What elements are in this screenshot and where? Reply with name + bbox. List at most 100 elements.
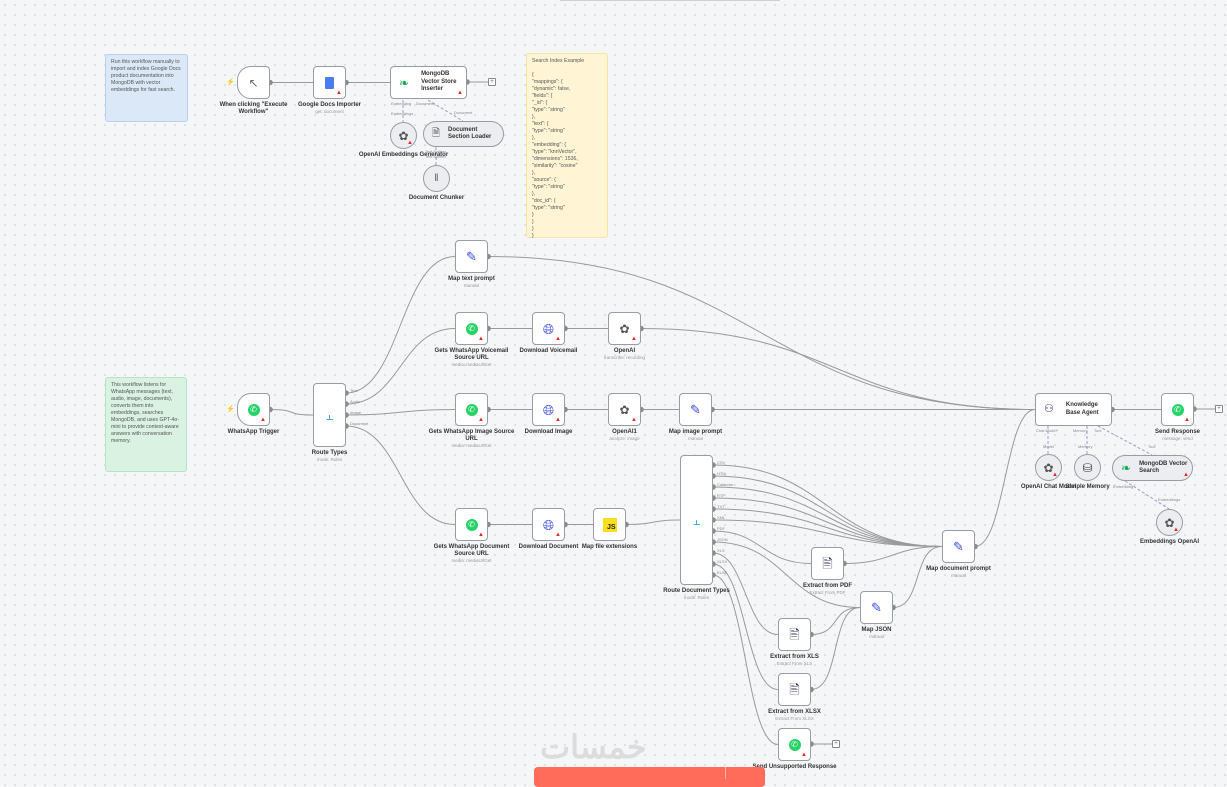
port-label: Embeddings xyxy=(391,111,414,116)
whatsapp-icon: ✆ xyxy=(465,518,478,531)
connection-edge xyxy=(712,552,779,635)
output-label: RTF xyxy=(717,493,725,498)
node-label: Extract from XLSX Extract From XLSX xyxy=(750,709,840,722)
node-label: Download Voicemail xyxy=(504,348,594,355)
node-memory[interactable]: ⛁ xyxy=(1074,454,1101,481)
node-chunker[interactable]: ‖ xyxy=(423,165,450,192)
node-title: OpenAI xyxy=(613,348,636,354)
node-route[interactable]: ⫠ xyxy=(313,383,346,447)
sticky-import-note[interactable]: Run this workflow manually to import and… xyxy=(105,54,188,122)
node-mongo-search[interactable]: ❧ ▲ MongoDB Vector Search xyxy=(1112,455,1193,481)
node-map-json[interactable]: ✎ xyxy=(860,591,893,624)
node-label: Gets WhatsApp Image Source URL media: med… xyxy=(427,429,517,449)
node-title: Send Response xyxy=(1154,429,1200,435)
node-dl-voice[interactable]: 🌐︎ ▲ xyxy=(532,312,565,345)
sub-connection-edge xyxy=(1097,425,1153,456)
warning-icon: ▲ xyxy=(260,417,266,423)
node-map-image[interactable]: ✎ xyxy=(679,393,712,426)
port-label: Model xyxy=(1043,444,1054,449)
add-node-button[interactable]: + xyxy=(488,78,496,86)
node-title: Document Chunker xyxy=(408,195,465,201)
connection-edge xyxy=(269,409,314,416)
node-label: OpenAI transcribe: recording xyxy=(580,348,670,361)
node-title: WhatsApp Trigger xyxy=(227,429,280,435)
warning-icon: ▲ xyxy=(555,336,561,342)
node-gdocs[interactable]: ▲ xyxy=(313,66,346,99)
node-wa-trigger[interactable]: ✆ ▲ xyxy=(237,393,270,426)
connection-edge xyxy=(712,563,779,690)
bottom-action-button[interactable] xyxy=(534,767,765,787)
globe-icon: 🌐︎ xyxy=(542,401,555,418)
node-subtitle: mode: Rules xyxy=(316,457,343,462)
node-title: Map text prompt xyxy=(448,276,495,282)
node-send-unsup[interactable]: ✆ ▲ xyxy=(778,728,811,761)
node-dl-doc[interactable]: 🌐︎ ▲ xyxy=(532,508,565,541)
port-label: Tool xyxy=(1094,428,1102,433)
node-wa-doc[interactable]: ✆ ▲ xyxy=(455,508,488,541)
node-wa-image[interactable]: ✆ ▲ xyxy=(455,393,488,426)
warning-icon: ▲ xyxy=(336,90,342,96)
connection-edge xyxy=(974,409,1036,547)
node-title: Send Unsupported Response xyxy=(752,764,837,770)
node-ext-pdf[interactable]: 🖹︎ xyxy=(811,547,844,580)
sub-connection-edge xyxy=(427,99,464,122)
connection-edge xyxy=(712,475,943,547)
javascript-icon: JS xyxy=(602,517,617,532)
node-wa-voice[interactable]: ✆ ▲ xyxy=(455,312,488,345)
node-title: Route Types xyxy=(311,450,348,456)
node-label: MongoDB Vector Store Inserter xyxy=(421,71,457,93)
node-label: Embeddings OpenAI xyxy=(1125,539,1215,546)
sticky-index-note[interactable]: Search Index Example { "mappings": { "dy… xyxy=(526,53,608,239)
pencil-icon: ✎ xyxy=(466,249,477,264)
node-emb-gen[interactable]: ✿ ▲ xyxy=(390,122,417,149)
add-node-button[interactable]: + xyxy=(1215,405,1223,413)
node-openai[interactable]: ✿ ▲ xyxy=(608,312,641,345)
sub-connection-edge xyxy=(1124,480,1170,510)
connection-edge xyxy=(345,425,456,525)
output-label: Image xyxy=(350,410,362,415)
node-manual[interactable]: ↖ xyxy=(237,66,270,99)
openai-icon: ✿ xyxy=(619,402,630,417)
node-ext-xlsx[interactable]: 🖹︎ xyxy=(778,673,811,706)
database-icon: ⛁ xyxy=(1082,460,1093,475)
whatsapp-icon: ✆ xyxy=(465,403,478,416)
node-ext-xls[interactable]: 🖹︎ xyxy=(778,618,811,651)
node-send-resp[interactable]: ✆ ▲ xyxy=(1161,393,1194,426)
node-title: Download Image xyxy=(524,429,573,435)
sticky-whatsapp-note[interactable]: This workflow listens for WhatsApp messa… xyxy=(105,377,187,472)
warning-icon: ▲ xyxy=(555,532,561,538)
node-doc-loader[interactable]: 🗎 Document Section Loader xyxy=(423,121,504,147)
output-label: Document xyxy=(350,421,369,426)
signpost-icon: ⫠ xyxy=(692,512,701,528)
node-title: Extract from XLSX xyxy=(768,709,821,715)
node-map-doc[interactable]: ✎ xyxy=(942,530,975,563)
node-map-text[interactable]: ✎ xyxy=(455,240,488,273)
node-label: Send Unsupported Response xyxy=(750,764,840,771)
node-route-doc[interactable]: ⫠ xyxy=(680,455,713,585)
document-icon: 🗎 xyxy=(432,128,441,139)
output-label: Text xyxy=(350,388,358,393)
node-emb-openai[interactable]: ✿ ▲ xyxy=(1156,509,1183,536)
extract-icon: 🖹︎ xyxy=(822,556,833,571)
node-label: Map text prompt manual xyxy=(427,276,517,289)
node-mongo-insert[interactable]: ❧ ▲ MongoDB Vector Store Inserter xyxy=(390,66,467,99)
node-label: Knowledge Base Agent xyxy=(1065,402,1099,416)
warning-icon: ▲ xyxy=(555,417,561,423)
node-label: Map file extensions xyxy=(565,544,655,551)
warning-icon: ▲ xyxy=(631,417,637,423)
node-map-ext[interactable]: JS xyxy=(593,508,626,541)
warning-icon: ▲ xyxy=(478,417,484,423)
globe-icon: 🌐︎ xyxy=(542,516,555,533)
node-agent[interactable]: ⚇ Knowledge Base Agent xyxy=(1035,393,1112,426)
mongodb-icon: ❧ xyxy=(399,75,410,90)
node-subtitle: Extract From XLSX xyxy=(775,716,814,721)
output-label: XML xyxy=(717,515,726,520)
node-dl-image[interactable]: 🌐︎ ▲ xyxy=(532,393,565,426)
connection-edge xyxy=(712,574,779,745)
node-openai1[interactable]: ✿ ▲ xyxy=(608,393,641,426)
node-label: Gets WhatsApp Voicemail Source URL media:… xyxy=(427,348,517,368)
node-label: Download Image xyxy=(504,429,594,436)
node-chat-model[interactable]: ✿ ▲ xyxy=(1035,454,1062,481)
node-title: Download Voicemail xyxy=(519,348,578,354)
add-node-button[interactable]: + xyxy=(832,740,840,748)
